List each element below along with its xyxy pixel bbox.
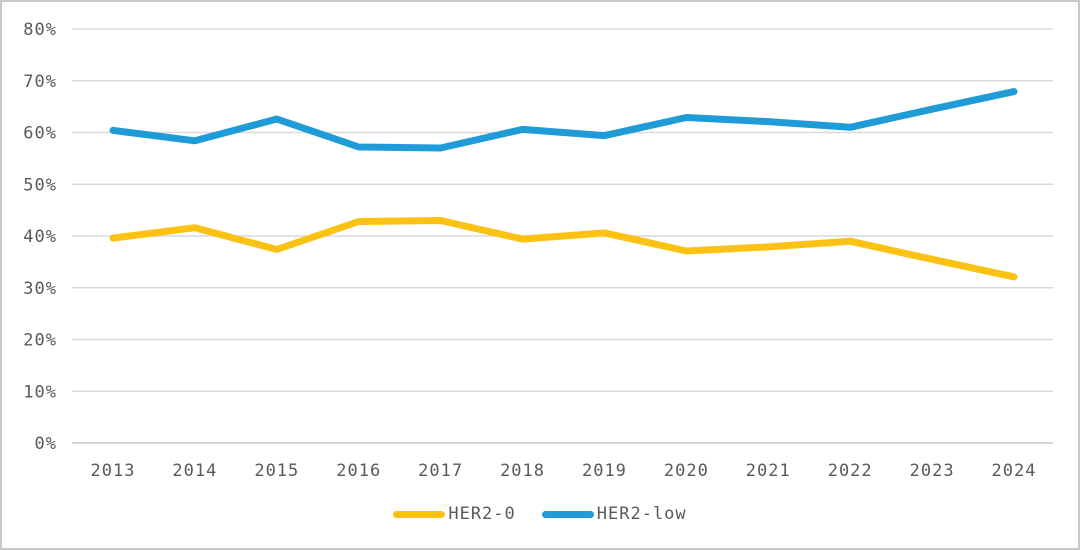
- y-tick-label: 10%: [23, 382, 57, 402]
- y-tick-label: 50%: [23, 175, 57, 195]
- x-tick-label: 2018: [500, 461, 545, 481]
- her2-0-legend-swatch: [393, 510, 446, 518]
- y-tick-label: 60%: [23, 124, 57, 144]
- y-tick-label: 20%: [23, 331, 57, 351]
- x-tick-label: 2023: [910, 461, 955, 481]
- her2-low-legend-swatch: [541, 510, 594, 518]
- x-tick-label: 2016: [336, 461, 381, 481]
- series-line-her2-low: [109, 88, 1018, 152]
- x-tick-label: 2017: [418, 461, 463, 481]
- x-tick-label: 2013: [91, 461, 136, 481]
- legend-item-her2-low: HER2-low: [541, 504, 687, 524]
- y-tick-label: 70%: [23, 72, 57, 92]
- x-tick-label: 2015: [254, 461, 299, 481]
- x-tick-label: 2021: [746, 461, 791, 481]
- y-tick-label: 40%: [23, 227, 57, 247]
- legend-item-her2-0: HER2-0: [393, 505, 515, 523]
- her2-0-legend-label: HER2-0: [448, 504, 516, 524]
- x-tick-label: 2020: [664, 461, 709, 481]
- y-tick-label: 80%: [23, 20, 57, 40]
- her2-low-legend-label: HER2-low: [596, 504, 687, 524]
- series-line-her2-0: [109, 217, 1018, 281]
- y-tick-label: 0%: [35, 434, 57, 454]
- x-tick-label: 2019: [582, 461, 627, 481]
- legend: HER2-0 HER2-low: [2, 505, 1078, 523]
- x-tick-label: 2024: [992, 461, 1037, 481]
- x-tick-label: 2022: [828, 461, 873, 481]
- y-tick-label: 30%: [23, 279, 57, 299]
- x-tick-label: 2014: [172, 461, 217, 481]
